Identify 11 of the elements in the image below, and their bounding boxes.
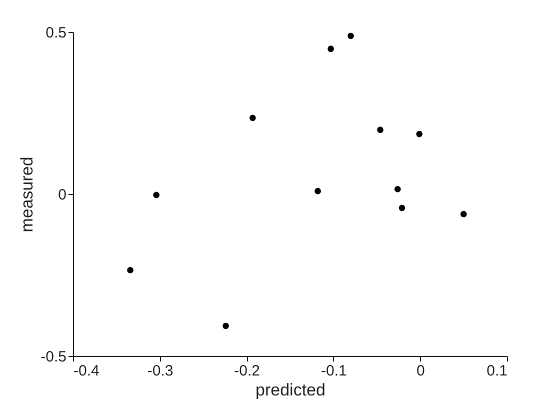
x-tick-label: -0.2: [234, 362, 260, 380]
x-tick-label: -0.3: [147, 362, 174, 380]
y-tick-label: -0.5: [40, 348, 66, 366]
y-tick-label: 0.5: [46, 24, 66, 42]
x-tick-label: 0.1: [486, 362, 508, 380]
x-tick-label: -0.4: [74, 362, 100, 380]
x-tick-label: -0.1: [320, 362, 347, 380]
y-tick-label: 0: [58, 186, 66, 204]
y-axis-title: measured: [18, 156, 37, 232]
x-axis-title: predicted: [256, 380, 326, 400]
x-tick-label: 0: [416, 362, 425, 380]
